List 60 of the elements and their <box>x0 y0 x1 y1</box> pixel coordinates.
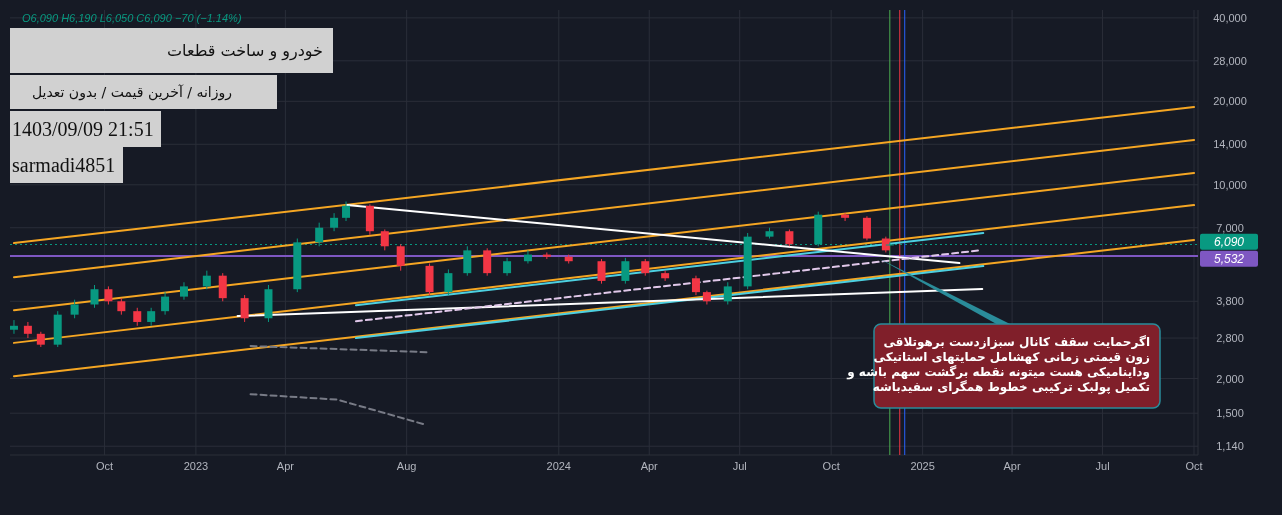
x-tick-label: 2024 <box>546 460 572 472</box>
candlestick <box>523 249 532 265</box>
x-tick-label: 2025 <box>910 460 935 472</box>
annotation: اگرحمایت سقف کانال سبزازدست برهوتلاقی <box>883 335 1150 350</box>
text: خودرو و ساخت قطعات <box>166 41 323 61</box>
candlestick <box>463 245 472 277</box>
candlestick <box>661 270 670 282</box>
candlestick <box>597 258 606 285</box>
annotation: sarmadi4851 <box>12 154 116 176</box>
y-tick-label: 2,000 <box>1216 372 1244 385</box>
x-tick-label: Oct <box>822 460 840 472</box>
y-tick-label: 10,000 <box>1213 178 1247 191</box>
x-tick-label: Aug <box>396 460 417 472</box>
annotation: تکمیل پولبک ترکیبی خطوط همگرای سفیدباشه <box>872 380 1150 395</box>
candlestick <box>380 228 389 251</box>
annotation: وداینامیکی هست میتونه نقطه برگشت سهم باشه و <box>846 365 1150 380</box>
candlestick <box>621 257 630 285</box>
ref-line-label: 6,090 <box>1213 234 1245 249</box>
annotation: زون قیمتی زمانی کهشامل حمایتهای استاتیکی <box>873 350 1151 365</box>
candlestick <box>862 215 871 241</box>
candlestick <box>147 307 156 327</box>
candlestick <box>218 272 227 302</box>
y-tick-label: 1,500 <box>1216 407 1244 420</box>
candlestick <box>70 299 79 319</box>
y-tick-label: 3,800 <box>1216 295 1244 308</box>
candlestick <box>396 243 405 272</box>
y-tick-label: 7,000 <box>1216 221 1244 234</box>
x-tick-label: Apr <box>276 460 295 472</box>
annotation: 1403/09/09 21:51 <box>12 118 154 140</box>
x-tick-label: Oct <box>1185 460 1203 472</box>
x-tick-label: Oct <box>95 460 114 472</box>
candlestick <box>104 285 113 305</box>
x-tick-label: Jul <box>732 460 747 472</box>
y-tick-label: 28,000 <box>1213 54 1247 67</box>
candlestick <box>90 284 99 309</box>
x-tick-label: Apr <box>1003 460 1021 472</box>
candlestick <box>23 321 32 339</box>
text: روزانه / آخرین قیمت / بدون تعدیل <box>31 84 232 101</box>
y-tick-label: 1,140 <box>1216 440 1244 453</box>
y-tick-label: 2,800 <box>1216 332 1244 345</box>
y-tick-label: 20,000 <box>1213 95 1247 108</box>
candlestick <box>202 270 211 290</box>
candlestick <box>161 291 170 316</box>
candlestick <box>444 268 453 296</box>
candlestick <box>330 212 339 232</box>
candlestick <box>10 319 18 335</box>
candlestick <box>723 281 732 305</box>
ref-line-label: 5,532 <box>1213 251 1245 266</box>
x-tick-label: 2023 <box>183 460 209 472</box>
annotation: O6,090 H6,190 L6,050 C6,090 −70 (−1.14%) <box>22 12 242 24</box>
candlestick <box>691 275 700 296</box>
candlestick <box>240 294 249 323</box>
candlestick <box>133 307 142 327</box>
y-tick-label: 14,000 <box>1213 138 1247 151</box>
x-tick-label: Jul <box>1095 460 1110 472</box>
y-tick-label: 40,000 <box>1213 11 1247 24</box>
candlestick <box>841 212 850 222</box>
candlestick <box>342 201 351 222</box>
candlestick <box>483 247 492 277</box>
x-tick-label: Apr <box>640 460 659 472</box>
